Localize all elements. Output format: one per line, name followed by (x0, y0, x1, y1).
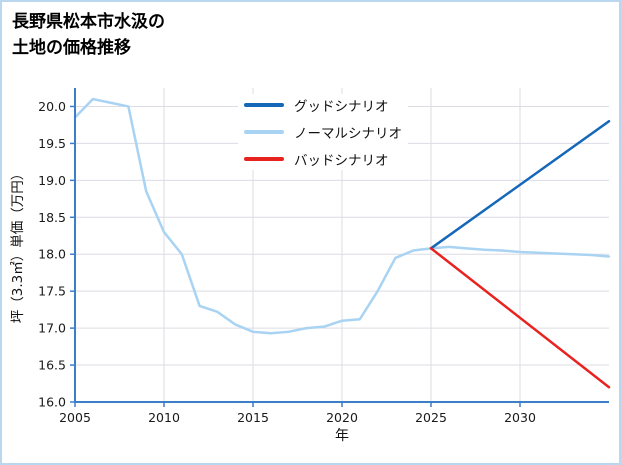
series-line-bad (429, 247, 611, 389)
chart-title: 長野県松本市水汲の 土地の価格推移 (12, 10, 165, 61)
y-tick-label: 17.5 (38, 284, 66, 299)
legend-label-good: グッドシナリオ (294, 99, 389, 115)
x-tick-label: 2015 (237, 410, 269, 425)
good-scenario-line-swatch (244, 103, 284, 107)
chart-legend: グッドシナリオ ノーマルシナリオ バッドシナリオ (238, 94, 408, 170)
chart-title-line2: 土地の価格推移 (12, 37, 131, 58)
legend-entry-bad: バッドシナリオ (244, 150, 402, 169)
chart-title-line1: 長野県松本市水汲の (12, 12, 165, 32)
y-tick-label: 20.0 (38, 99, 66, 114)
x-tick-label: 2010 (148, 410, 180, 425)
x-tick-label: 2030 (504, 410, 536, 425)
y-tick-label: 19.0 (38, 173, 66, 188)
series-line-normal (73, 97, 611, 335)
bad-scenario-line-swatch (244, 157, 284, 161)
x-tick-label: 2020 (326, 410, 358, 425)
x-axis-label: 年 (335, 428, 349, 444)
y-axis-label: 坪（3.3㎡）単価（万円） (10, 167, 26, 323)
x-tick-label: 2025 (415, 410, 447, 425)
series-line-good (429, 119, 611, 250)
legend-entry-good: グッドシナリオ (244, 96, 402, 115)
legend-label-bad: バッドシナリオ (294, 153, 389, 169)
legend-entry-normal: ノーマルシナリオ (244, 123, 402, 142)
y-tick-label: 17.0 (38, 321, 66, 336)
y-tick-label: 19.5 (38, 136, 66, 151)
legend-label-normal: ノーマルシナリオ (294, 126, 402, 142)
y-tick-label: 16.5 (38, 358, 66, 373)
y-tick-label: 16.0 (38, 395, 66, 410)
x-tick-label: 2005 (59, 410, 91, 425)
y-tick-label: 18.5 (38, 210, 66, 225)
normal-scenario-line-swatch (244, 130, 284, 134)
y-tick-label: 18.0 (38, 247, 66, 262)
